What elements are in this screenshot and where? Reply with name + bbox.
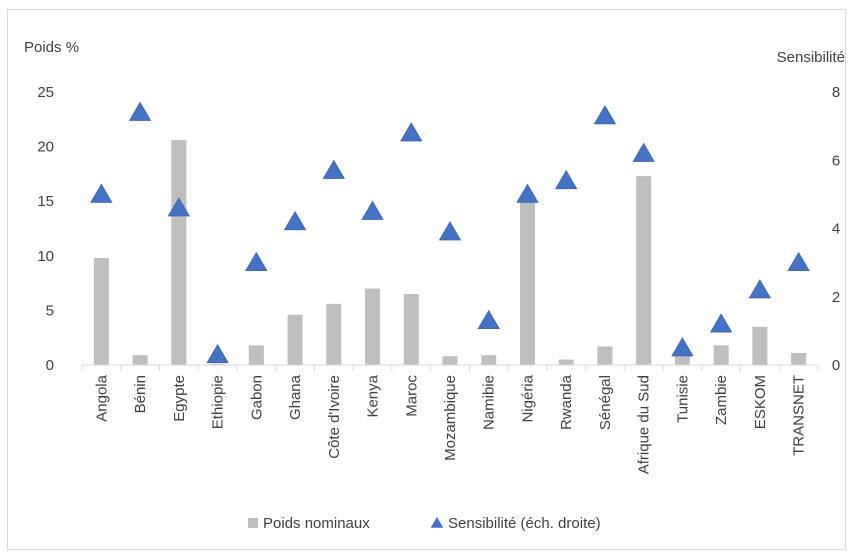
sensitivity-marker	[206, 343, 229, 364]
legend: Poids nominaux Sensibilité (éch. droite)	[248, 515, 601, 532]
legend-triangle-swatch	[430, 517, 444, 528]
y-tick-right: 0	[832, 357, 840, 374]
sensitivity-marker	[787, 251, 810, 272]
x-tick-label: Angola	[93, 374, 110, 421]
y-tick-right: 4	[832, 221, 840, 238]
sensitivity-marker	[593, 105, 617, 125]
x-tick-label: Côte d'Ivoire	[326, 375, 343, 459]
x-tick-label: Nigéria	[519, 374, 536, 422]
bar	[636, 176, 652, 365]
sensitivity-marker	[283, 210, 307, 231]
marker-series	[90, 101, 810, 364]
x-tick-label: Afrique du Sud	[636, 375, 653, 474]
y-tick-left: 15	[37, 193, 54, 210]
y-axis-right: 0 2 4 6 8	[832, 84, 840, 374]
sensitivity-marker	[90, 183, 113, 203]
bar	[481, 355, 497, 365]
x-tick-label: Bénin	[132, 375, 149, 413]
y-tick-left: 20	[37, 139, 54, 156]
x-tick-label: Rwanda	[558, 374, 575, 430]
x-tick-label: TRANSNET	[791, 375, 808, 456]
x-tick-label: Ethiopie	[210, 375, 227, 429]
sensitivity-marker	[438, 221, 462, 241]
y-tick-right: 6	[832, 152, 840, 169]
sensitivity-marker	[632, 142, 655, 162]
bar	[365, 288, 381, 365]
x-tick-label: Sénégal	[597, 375, 614, 430]
y-tick-left: 10	[37, 248, 54, 265]
bar	[713, 345, 729, 365]
x-tick-label: Zambie	[713, 375, 730, 425]
bar	[674, 356, 690, 365]
y-axis-title-right: Sensibilité	[777, 49, 845, 66]
legend-bar-swatch	[248, 518, 258, 528]
y-axis-title-left: Poids %	[24, 39, 79, 56]
x-tick-label: ESKOM	[752, 375, 769, 429]
y-axis-left: 0 5 10 15 20 25	[37, 84, 54, 374]
bar	[791, 352, 807, 365]
sensitivity-marker	[477, 309, 500, 330]
x-tick-label: Tunisie	[674, 375, 691, 423]
sensitivity-marker	[167, 197, 191, 217]
sensitivity-marker	[322, 159, 345, 179]
legend-bar-label: Poids nominaux	[263, 515, 370, 532]
bar	[93, 257, 109, 365]
bar-series	[93, 140, 807, 365]
y-tick-right: 8	[832, 84, 840, 101]
bar	[752, 326, 768, 365]
x-tick-label: Mozambique	[442, 375, 459, 461]
bar	[171, 140, 187, 365]
bar	[597, 346, 613, 365]
y-tick-right: 2	[832, 289, 840, 306]
y-tick-left: 25	[37, 84, 54, 101]
x-tick-label: Gabon	[248, 375, 265, 420]
legend-triangle-label: Sensibilité (éch. droite)	[448, 515, 601, 532]
sensitivity-marker	[555, 169, 578, 190]
sensitivity-marker	[361, 200, 384, 220]
x-tick-label: Ghana	[287, 374, 304, 420]
bar	[132, 355, 148, 365]
x-tick-label: Egypte	[171, 375, 188, 422]
sensitivity-marker	[128, 101, 152, 121]
sensitivity-marker	[516, 183, 539, 203]
sensitivity-marker	[400, 122, 423, 142]
bar	[403, 294, 419, 365]
bar	[287, 314, 303, 365]
bar	[248, 345, 264, 365]
y-tick-left: 0	[46, 357, 54, 374]
bar	[210, 363, 226, 365]
bar	[519, 201, 535, 365]
sensitivity-marker	[245, 251, 268, 272]
sensitivity-marker	[709, 313, 733, 333]
x-tick-label: Maroc	[403, 375, 420, 417]
x-tick-label: Kenya	[365, 374, 382, 417]
x-axis: Angola Bénin Egypte Ethiopie Gabon Ghana Côte …	[81, 365, 819, 474]
x-tick-label: Namibie	[481, 375, 498, 430]
y-tick-left: 5	[46, 302, 54, 319]
bar	[442, 356, 458, 365]
sensitivity-marker	[671, 337, 694, 357]
sensitivity-marker	[748, 279, 772, 299]
bar	[326, 303, 342, 365]
bar	[558, 359, 574, 365]
chart-frame	[7, 9, 846, 550]
